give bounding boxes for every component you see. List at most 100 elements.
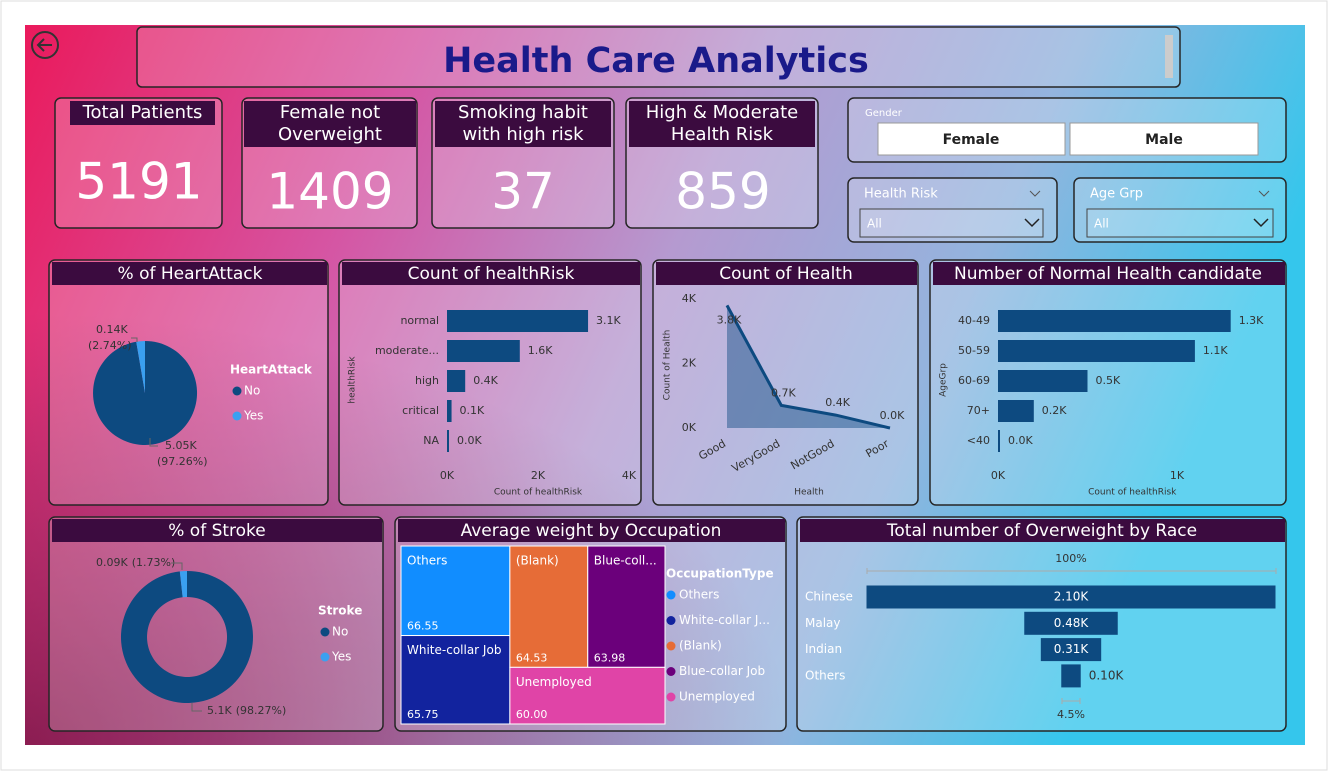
bar — [447, 370, 466, 392]
y-axis-title: Count of Health — [663, 330, 673, 401]
title-bar — [800, 519, 1285, 542]
data-label: 0.4K — [473, 374, 498, 387]
x-axis-title: Count of healthRisk — [1088, 488, 1177, 498]
y-tick-label: moderate... — [375, 344, 439, 357]
bar — [447, 430, 449, 452]
data-label: 0.1K — [460, 404, 485, 417]
data-label: 0.0K — [1008, 434, 1033, 447]
funnel-bar — [1061, 664, 1081, 688]
y-tick-label: 40-49 — [958, 314, 990, 327]
legend-marker — [320, 652, 330, 662]
dropdown-value[interactable]: All — [867, 217, 882, 231]
legend-label: (Blank) — [679, 639, 722, 653]
legend-label: Unemployed — [679, 690, 755, 704]
back-button[interactable] — [31, 31, 59, 59]
leader-line — [191, 703, 202, 712]
dropdown[interactable]: All — [859, 208, 1044, 238]
tile-label: (Blank) — [516, 554, 559, 568]
dashboard-title: Health Care Analytics — [443, 41, 869, 81]
title-bar — [656, 262, 917, 285]
legend-marker — [320, 627, 330, 637]
chart-title: Total number of Overweight by Race — [886, 521, 1197, 541]
kpi-label: Female not Overweight — [244, 101, 416, 147]
x-tick-label: 1K — [1170, 469, 1185, 482]
legend-marker — [232, 411, 242, 421]
x-axis-title: Count of healthRisk — [494, 488, 583, 498]
dropdown-value[interactable]: All — [1094, 217, 1109, 231]
legend-title: OccupationType — [666, 567, 774, 581]
leader-line — [131, 337, 138, 342]
legend-marker — [666, 641, 676, 651]
tile — [509, 545, 589, 668]
legend-marker — [666, 667, 676, 676]
data-label: 60.00 — [516, 708, 548, 721]
chevron — [1029, 190, 1041, 197]
funnel-bar — [866, 585, 1276, 609]
data-label: 1.3K — [1239, 314, 1264, 327]
data-label: 0.0K — [880, 409, 905, 422]
category-label: Malay — [805, 616, 841, 630]
data-label: 3.1K — [596, 314, 621, 327]
chart-title: Count of healthRisk — [408, 264, 575, 284]
data-label: 2.10K — [1054, 590, 1090, 604]
y-tick-label: 2K — [682, 357, 697, 370]
slice — [179, 571, 187, 598]
line — [725, 304, 891, 430]
data-label: 5.1K (98.27%) — [207, 704, 286, 717]
legend-marker — [232, 386, 242, 396]
x-tick-label: 0K — [991, 469, 1006, 482]
bracket — [866, 568, 1277, 574]
data-label: (97.26%) — [157, 455, 208, 468]
legend-marker — [666, 616, 676, 625]
legend-title: HeartAttack — [230, 363, 313, 377]
tile-label: Blue-coll... — [594, 554, 657, 568]
leader-line — [171, 562, 183, 570]
chart-title: Count of Health — [719, 264, 853, 284]
category-label: Indian — [805, 642, 842, 656]
tile — [587, 545, 666, 668]
data-label: 5.05K — [165, 439, 197, 452]
data-label: 0.09K (1.73%) — [96, 556, 175, 569]
x-tick-label: 2K — [531, 469, 546, 482]
y-axis-title: healthRisk — [348, 356, 358, 404]
slicer — [847, 177, 1058, 243]
bar — [998, 400, 1034, 422]
x-tick-label: 4K — [622, 469, 637, 482]
tile — [400, 545, 511, 637]
dropdown[interactable]: All — [1086, 208, 1274, 238]
scrollbar — [1165, 35, 1173, 78]
data-label: 63.98 — [594, 651, 626, 664]
slicer-button[interactable]: Male — [1069, 122, 1259, 156]
bar — [447, 310, 589, 332]
data-label: 3.8K — [717, 313, 742, 326]
slicer-option[interactable]: Female — [943, 132, 1000, 148]
slicer — [1073, 177, 1287, 243]
slicer-option[interactable]: Male — [1145, 132, 1183, 148]
data-label: 0.4K — [825, 396, 850, 409]
chart-panel — [48, 516, 384, 732]
kpi-label: High & Moderate Health Risk — [629, 101, 815, 147]
funnel-top-label: 100% — [1055, 552, 1086, 565]
data-label: 1.6K — [528, 344, 553, 357]
funnel-bottom-label: 4.5% — [1057, 708, 1085, 721]
kpi-value: 5191 — [75, 153, 202, 211]
data-label: 0.7K — [771, 386, 796, 399]
legend-marker — [666, 692, 676, 702]
title-bar — [52, 519, 382, 542]
title-bar — [342, 262, 640, 285]
data-label: 0.14K — [96, 323, 128, 336]
tile-label: Unemployed — [516, 675, 592, 689]
title-bar — [933, 262, 1285, 285]
kpi-card — [54, 97, 223, 229]
bar — [447, 340, 520, 362]
data-label: (2.74%) — [88, 339, 132, 352]
y-tick-label: 70+ — [967, 404, 990, 417]
y-tick-label: 4K — [682, 292, 697, 305]
title-box — [136, 26, 1181, 88]
tile — [509, 666, 666, 725]
category-label: Others — [805, 668, 845, 682]
y-tick-label: 50-59 — [958, 344, 990, 357]
slicer-button[interactable]: Female — [877, 122, 1066, 156]
slicer-title: Age Grp — [1090, 187, 1143, 202]
